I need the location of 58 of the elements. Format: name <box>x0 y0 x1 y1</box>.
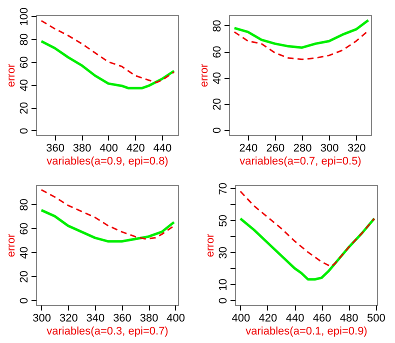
x-tick-label: 440 <box>153 142 172 154</box>
y-tick-label: 0 <box>218 298 230 304</box>
x-tick-label: 240 <box>239 142 258 154</box>
y-tick-label: 20 <box>18 102 30 114</box>
y-tick-label: 50 <box>218 214 230 227</box>
y-tick-label: 80 <box>18 33 30 46</box>
y-tick-label: 60 <box>212 46 224 58</box>
y-axis-title: error <box>204 234 216 258</box>
x-axis-title: variables(a=0.7, epi=0.5) <box>240 156 362 168</box>
y-tick-label: 40 <box>212 72 224 84</box>
y-tick-label: 0 <box>18 128 30 134</box>
x-tick-label: 500 <box>366 312 386 324</box>
y-axis-title: error <box>6 234 18 258</box>
x-tick-label: 320 <box>347 142 366 154</box>
x-tick-label: 480 <box>340 312 358 324</box>
x-tick-label: 320 <box>59 312 78 324</box>
x-tick-label: 380 <box>72 142 92 154</box>
line-series <box>240 190 376 268</box>
y-tick-label: 20 <box>18 270 30 283</box>
y-tick-label: 0 <box>212 127 224 134</box>
x-tick-label: 280 <box>293 142 312 154</box>
y-tick-label: 60 <box>18 222 30 235</box>
y-tick-label: 100 <box>18 7 30 26</box>
x-tick-label: 400 <box>100 142 118 154</box>
y-tick-label: 70 <box>218 182 230 195</box>
line-series <box>40 208 176 243</box>
x-tick-label: 380 <box>140 312 158 324</box>
x-tick-label: 400 <box>166 312 185 324</box>
line-series <box>40 40 176 90</box>
y-axis-title: error <box>6 64 18 88</box>
x-tick-label: 300 <box>320 142 339 154</box>
y-tick-label: 0 <box>18 298 30 304</box>
x-tick-label: 360 <box>113 312 132 324</box>
y-tick-label: 80 <box>18 198 30 211</box>
y-tick-label: 80 <box>212 20 224 32</box>
line-series <box>40 20 175 84</box>
y-tick-label: 10 <box>218 278 230 291</box>
y-axis-title: error <box>198 64 210 88</box>
x-axis-title: variables(a=0.9, epi=0.8) <box>46 156 168 168</box>
x-tick-label: 460 <box>312 312 332 324</box>
x-tick-label: 420 <box>258 312 278 324</box>
x-tick-label: 440 <box>286 312 304 324</box>
y-tick-label: 30 <box>218 246 230 259</box>
x-tick-label: 400 <box>232 312 250 324</box>
x-axis-title: variables(a=0.3, epi=0.7) <box>46 326 168 338</box>
y-tick-label: 20 <box>212 98 224 110</box>
y-tick-label: 40 <box>18 246 30 259</box>
y-tick-label: 40 <box>18 79 30 92</box>
line-series <box>40 189 175 240</box>
y-tick-label: 60 <box>18 56 30 68</box>
x-tick-label: 260 <box>266 142 285 154</box>
x-tick-label: 300 <box>32 312 52 324</box>
x-tick-label: 340 <box>86 312 105 324</box>
x-axis-title: variables(a=0.1, epi=0.9) <box>246 326 368 338</box>
x-tick-label: 360 <box>46 142 64 154</box>
line-series <box>234 30 370 60</box>
line-series <box>233 18 370 49</box>
x-tick-label: 420 <box>126 142 145 154</box>
